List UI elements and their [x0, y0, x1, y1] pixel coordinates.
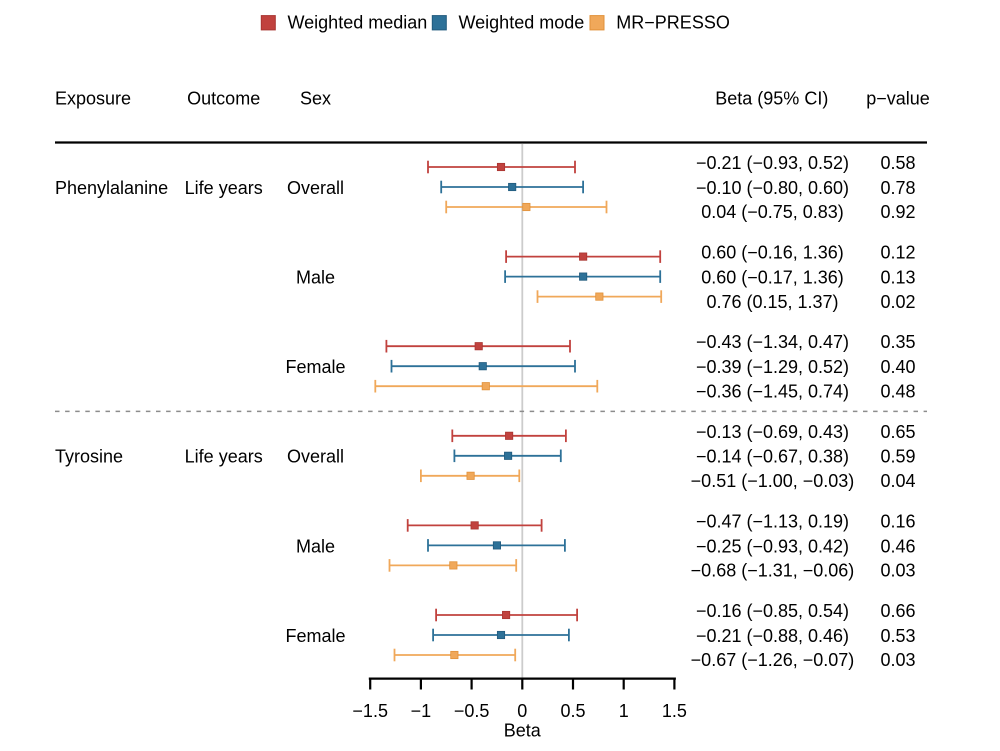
svg-text:−1: −1 [411, 701, 432, 721]
svg-text:0: 0 [517, 701, 527, 721]
svg-text:−0.51 (−1.00, −0.03): −0.51 (−1.00, −0.03) [691, 471, 855, 491]
svg-text:0.53: 0.53 [880, 626, 915, 646]
svg-text:0.78: 0.78 [880, 178, 915, 198]
svg-text:Life years: Life years [185, 178, 263, 198]
svg-text:Beta (95% CI): Beta (95% CI) [715, 89, 828, 109]
svg-text:0.04 (−0.75, 0.83): 0.04 (−0.75, 0.83) [701, 202, 844, 222]
svg-text:1.5: 1.5 [662, 701, 687, 721]
svg-text:0.48: 0.48 [880, 381, 915, 401]
svg-text:0.60 (−0.17, 1.36): 0.60 (−0.17, 1.36) [701, 268, 844, 288]
svg-text:−0.43 (−1.34, 0.47): −0.43 (−1.34, 0.47) [696, 332, 849, 352]
svg-text:0.35: 0.35 [880, 332, 915, 352]
svg-text:0.03: 0.03 [880, 561, 915, 581]
svg-text:−0.16 (−0.85, 0.54): −0.16 (−0.85, 0.54) [696, 601, 849, 621]
svg-text:0.5: 0.5 [560, 701, 585, 721]
svg-text:0.76 (0.15, 1.37): 0.76 (0.15, 1.37) [706, 292, 838, 312]
svg-text:−0.10 (−0.80, 0.60): −0.10 (−0.80, 0.60) [696, 178, 849, 198]
svg-text:Life years: Life years [185, 447, 263, 467]
svg-text:1: 1 [619, 701, 629, 721]
svg-text:0.46: 0.46 [880, 536, 915, 556]
svg-text:−0.21 (−0.88, 0.46): −0.21 (−0.88, 0.46) [696, 626, 849, 646]
svg-text:−0.21 (−0.93, 0.52): −0.21 (−0.93, 0.52) [696, 153, 849, 173]
svg-text:Male: Male [296, 536, 335, 556]
svg-text:0.65: 0.65 [880, 422, 915, 442]
svg-text:Female: Female [285, 626, 345, 646]
svg-text:−0.14 (−0.67, 0.38): −0.14 (−0.67, 0.38) [696, 447, 849, 467]
svg-text:0.12: 0.12 [880, 243, 915, 263]
svg-text:−0.36 (−1.45, 0.74): −0.36 (−1.45, 0.74) [696, 381, 849, 401]
svg-text:Weighted median: Weighted median [288, 12, 428, 32]
svg-text:−0.47 (−1.13, 0.19): −0.47 (−1.13, 0.19) [696, 511, 849, 531]
svg-text:Exposure: Exposure [55, 89, 131, 109]
svg-text:0.16: 0.16 [880, 511, 915, 531]
svg-text:0.40: 0.40 [880, 357, 915, 377]
svg-text:Overall: Overall [287, 447, 344, 467]
svg-text:Phenylalanine: Phenylalanine [55, 178, 168, 198]
svg-text:−0.67 (−1.26, −0.07): −0.67 (−1.26, −0.07) [691, 650, 855, 670]
svg-text:Beta: Beta [504, 721, 542, 741]
svg-text:−1.5: −1.5 [352, 701, 388, 721]
svg-text:0.03: 0.03 [880, 650, 915, 670]
svg-text:Weighted mode: Weighted mode [459, 12, 585, 32]
svg-text:−0.39 (−1.29, 0.52): −0.39 (−1.29, 0.52) [696, 357, 849, 377]
svg-text:Female: Female [285, 357, 345, 377]
svg-text:MR−PRESSO: MR−PRESSO [616, 12, 730, 32]
svg-text:−0.25 (−0.93, 0.42): −0.25 (−0.93, 0.42) [696, 536, 849, 556]
svg-text:0.92: 0.92 [880, 202, 915, 222]
svg-text:Tyrosine: Tyrosine [55, 447, 123, 467]
svg-text:−0.68 (−1.31, −0.06): −0.68 (−1.31, −0.06) [691, 561, 855, 581]
svg-text:−0.13 (−0.69, 0.43): −0.13 (−0.69, 0.43) [696, 422, 849, 442]
svg-text:Sex: Sex [300, 89, 331, 109]
svg-text:Overall: Overall [287, 178, 344, 198]
svg-text:0.59: 0.59 [880, 447, 915, 467]
svg-text:−0.5: −0.5 [454, 701, 490, 721]
svg-text:p−value: p−value [866, 89, 930, 109]
svg-text:0.66: 0.66 [880, 601, 915, 621]
svg-text:0.58: 0.58 [880, 153, 915, 173]
svg-text:Outcome: Outcome [187, 89, 260, 109]
svg-text:0.04: 0.04 [880, 471, 915, 491]
svg-text:0.13: 0.13 [880, 268, 915, 288]
svg-text:Male: Male [296, 268, 335, 288]
svg-text:0.60 (−0.16, 1.36): 0.60 (−0.16, 1.36) [701, 243, 844, 263]
svg-text:0.02: 0.02 [880, 292, 915, 312]
